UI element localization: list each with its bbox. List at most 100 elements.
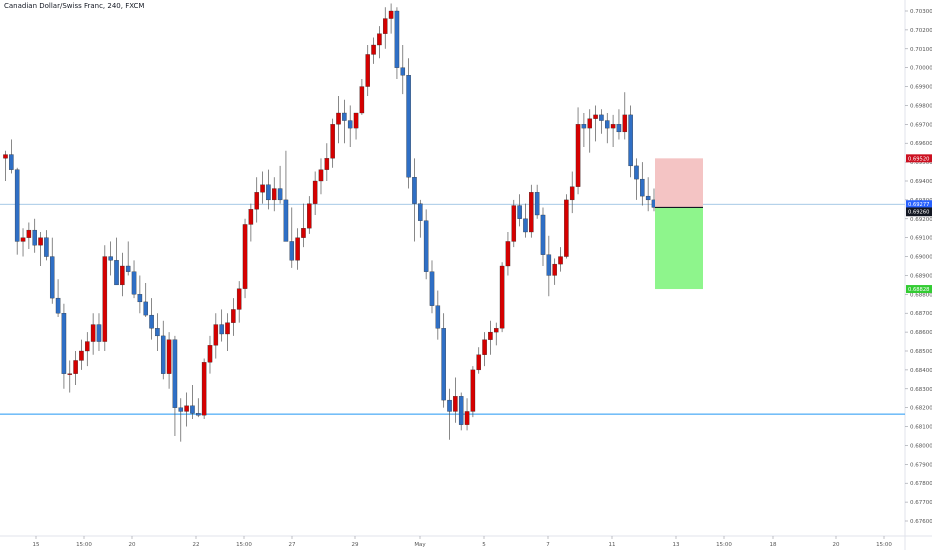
y-tick-label: 0.68900 <box>910 273 932 279</box>
y-tick-label: 0.69900 <box>910 85 932 91</box>
candle-body <box>423 220 429 272</box>
candle-body <box>470 369 476 412</box>
candle-body <box>295 237 300 261</box>
x-tick-label: 29 <box>352 542 359 548</box>
candle-body <box>353 112 359 129</box>
candle-body <box>453 396 458 412</box>
candle-body <box>67 373 73 375</box>
candle-body <box>160 335 166 374</box>
price-label-tag <box>906 200 932 209</box>
candle-body <box>155 328 160 337</box>
candle-body <box>236 288 242 310</box>
y-tick-label: 0.69100 <box>910 236 932 242</box>
candle-body <box>260 184 265 193</box>
candle-body <box>102 256 108 342</box>
y-tick-label: 0.68600 <box>910 330 932 336</box>
price-label-text: 0.69260 <box>908 209 929 215</box>
candle-body <box>330 124 335 159</box>
candle-body <box>628 114 633 167</box>
candle-body <box>622 114 628 133</box>
candle-body <box>108 256 113 261</box>
y-tick-label: 0.69000 <box>910 255 932 261</box>
candle-body <box>248 209 254 225</box>
y-tick-label: 0.69700 <box>910 122 932 128</box>
candle-body <box>318 169 324 182</box>
candle-body <box>114 260 119 286</box>
candle-body <box>546 254 552 276</box>
y-tick-label: 0.68700 <box>910 311 932 317</box>
candle-body <box>289 241 295 261</box>
candle-body <box>90 324 96 342</box>
candle-body <box>324 158 330 170</box>
candle-body <box>610 124 616 129</box>
candle-body <box>488 331 493 340</box>
candle-body <box>511 205 517 242</box>
candle-body <box>429 271 435 306</box>
y-tick-label: 0.68100 <box>910 425 932 431</box>
candle-body <box>382 18 388 34</box>
y-tick-label: 0.67900 <box>910 462 932 468</box>
y-tick-label: 0.70200 <box>910 28 932 34</box>
candle-body <box>79 350 84 361</box>
candle-body <box>231 309 236 323</box>
y-tick-label: 0.68300 <box>910 387 932 393</box>
y-tick-label: 0.69600 <box>910 141 932 147</box>
candle-body <box>365 54 370 87</box>
candle-body <box>120 265 125 286</box>
price-label-text: 0.69520 <box>908 156 929 162</box>
candle-body <box>225 322 230 335</box>
candle-body <box>587 118 592 129</box>
candle-body <box>271 188 277 201</box>
candle-body <box>301 228 306 238</box>
y-tick-label: 0.70300 <box>910 9 932 15</box>
candle-body <box>9 154 14 170</box>
candle-body <box>32 229 37 246</box>
y-tick-label: 0.67700 <box>910 500 932 506</box>
y-tick-label: 0.68200 <box>910 406 932 412</box>
candle-body <box>406 75 411 178</box>
x-tick-label: 15:00 <box>236 542 252 548</box>
x-tick-label: 15:00 <box>716 542 732 548</box>
candle-body <box>38 237 43 246</box>
candle-body <box>184 405 189 412</box>
candle-body <box>388 10 394 19</box>
candle-body <box>85 341 90 352</box>
candle-body <box>441 328 446 401</box>
candle-body <box>55 297 61 314</box>
candle-body <box>254 192 259 210</box>
candle-body <box>266 184 271 201</box>
candle-body <box>552 263 557 276</box>
candle-body <box>61 313 67 374</box>
y-tick-label: 0.68000 <box>910 443 932 449</box>
candle-body <box>599 114 604 121</box>
y-tick-label: 0.68500 <box>910 349 932 355</box>
y-tick-label: 0.70000 <box>910 66 932 72</box>
candle-body <box>196 413 201 416</box>
candle-body <box>558 256 563 265</box>
candle-body <box>49 256 55 299</box>
x-tick-label: 15:00 <box>876 542 892 548</box>
candle-body <box>499 265 505 329</box>
candle-body <box>464 411 470 425</box>
y-tick-label: 0.69500 <box>910 160 932 166</box>
candle-body <box>447 399 452 412</box>
candle-body <box>540 214 546 255</box>
candle-body <box>26 229 32 238</box>
candle-body <box>347 120 353 129</box>
candle-body <box>307 203 312 229</box>
candle-body <box>564 199 569 257</box>
candle-body <box>207 345 213 363</box>
candle-body <box>277 188 283 201</box>
candle-body <box>400 67 406 76</box>
candle-body <box>3 154 8 159</box>
candle-body <box>166 339 172 374</box>
candle-body <box>213 324 219 346</box>
candle-body <box>640 178 645 197</box>
price-label-tag <box>906 207 932 216</box>
candle-body <box>143 301 148 316</box>
candle-body <box>616 124 622 133</box>
candle-body <box>517 205 522 219</box>
candle-body <box>645 195 651 201</box>
